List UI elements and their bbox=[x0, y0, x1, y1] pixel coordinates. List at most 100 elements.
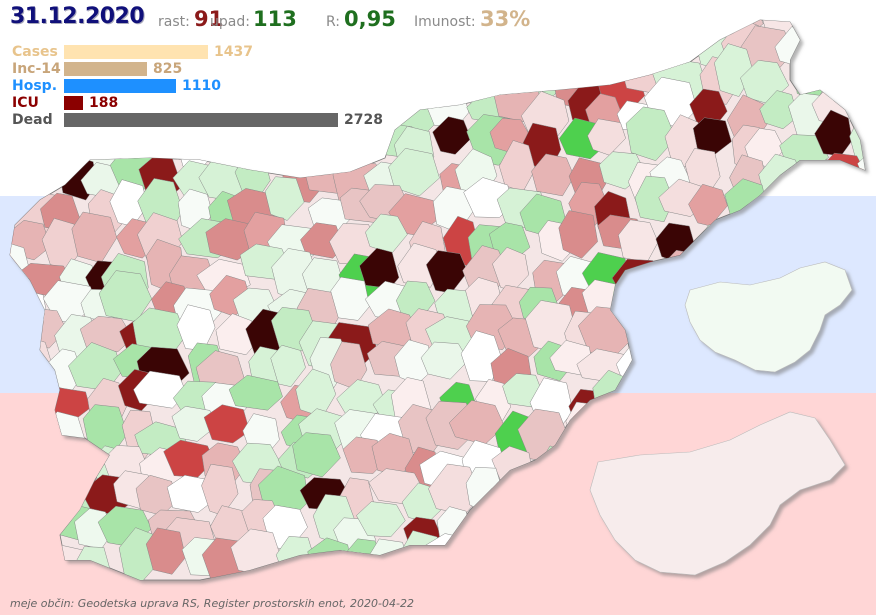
municipality-region bbox=[651, 375, 696, 421]
municipality-region bbox=[839, 346, 865, 386]
municipality-region bbox=[10, 158, 28, 207]
municipality-region bbox=[11, 335, 52, 387]
municipality-region bbox=[10, 413, 24, 447]
municipality-region bbox=[171, 406, 217, 442]
municipality-region bbox=[625, 106, 677, 161]
municipality-region bbox=[688, 406, 741, 441]
municipality-region bbox=[356, 501, 406, 538]
bar-value-icu: 188 bbox=[89, 95, 119, 111]
municipality-region bbox=[792, 20, 837, 42]
municipality-region bbox=[850, 532, 865, 572]
municipality-region bbox=[819, 31, 865, 72]
bar-label-icu: ICU bbox=[12, 95, 39, 111]
municipality-region bbox=[856, 444, 865, 483]
municipality-region bbox=[786, 370, 827, 420]
municipality-region bbox=[551, 438, 599, 476]
inset-map-top bbox=[684, 261, 853, 373]
municipality-region bbox=[330, 276, 370, 321]
municipality-region bbox=[163, 439, 215, 478]
municipality-region bbox=[237, 59, 286, 108]
bar-value-inc14: 825 bbox=[153, 61, 183, 77]
municipality-region bbox=[468, 538, 516, 580]
municipality-region bbox=[774, 507, 818, 545]
municipality-region bbox=[853, 28, 865, 78]
municipality-region bbox=[359, 59, 405, 97]
imunost-value: 33% bbox=[480, 7, 531, 31]
municipality-region bbox=[18, 499, 58, 549]
upad-value: 113 bbox=[253, 7, 297, 31]
municipality-region bbox=[270, 344, 306, 387]
municipality-region bbox=[775, 188, 820, 236]
bar-value-hosp: 1110 bbox=[182, 78, 221, 94]
municipality-region bbox=[15, 444, 57, 486]
source-credit: meje občin: Geodetska uprava RS, Registe… bbox=[10, 597, 414, 610]
municipality-region bbox=[791, 161, 831, 205]
municipality-region bbox=[460, 511, 499, 554]
municipality-region bbox=[372, 30, 417, 76]
bar-label-hosp: Hosp. bbox=[12, 78, 58, 94]
municipality-region bbox=[759, 208, 803, 253]
municipality-region bbox=[704, 219, 758, 267]
municipality-region bbox=[683, 241, 727, 288]
municipality-region bbox=[463, 177, 512, 218]
municipality-region bbox=[393, 58, 438, 105]
municipality-region bbox=[249, 24, 291, 69]
municipality-region bbox=[838, 472, 865, 514]
municipality-region bbox=[682, 20, 727, 34]
municipality-region bbox=[817, 212, 861, 254]
municipality-region bbox=[228, 374, 283, 411]
municipality-region bbox=[849, 420, 865, 459]
municipality-region bbox=[705, 375, 757, 424]
municipality-region bbox=[10, 185, 26, 221]
municipality-region bbox=[617, 20, 667, 66]
imunost-label: Imunost: bbox=[414, 14, 476, 30]
municipality-region bbox=[267, 56, 318, 90]
municipality-region bbox=[658, 341, 700, 380]
municipality-region bbox=[203, 404, 250, 444]
municipality-region bbox=[10, 378, 57, 432]
municipality-region bbox=[846, 308, 865, 352]
municipality-region bbox=[24, 468, 64, 506]
municipality-region bbox=[857, 148, 865, 187]
municipality-region bbox=[420, 341, 469, 380]
municipality-region bbox=[151, 121, 191, 161]
municipality-region bbox=[432, 116, 472, 155]
municipality-region bbox=[755, 527, 808, 571]
municipality-region bbox=[649, 20, 699, 45]
municipality-region bbox=[823, 20, 865, 33]
municipality-region bbox=[596, 20, 638, 65]
municipality-region bbox=[849, 215, 865, 261]
municipality-region bbox=[310, 49, 348, 98]
municipality-region bbox=[436, 63, 489, 104]
municipality-region bbox=[335, 35, 386, 75]
municipality-region bbox=[851, 387, 865, 423]
inset-map-bottom bbox=[589, 411, 846, 576]
municipality-region bbox=[48, 443, 95, 497]
municipality-region bbox=[10, 288, 39, 333]
municipality-region bbox=[627, 277, 671, 314]
municipality-region bbox=[296, 127, 348, 175]
municipality-region bbox=[330, 66, 376, 106]
municipality-region bbox=[611, 383, 664, 420]
municipality-region bbox=[26, 146, 67, 189]
municipality-region bbox=[145, 527, 186, 575]
municipality-region bbox=[10, 473, 15, 526]
municipality-region bbox=[625, 404, 671, 455]
municipality-region bbox=[292, 432, 341, 478]
municipality-region bbox=[10, 510, 29, 550]
municipality-region bbox=[486, 485, 535, 520]
municipality-region bbox=[817, 531, 865, 569]
municipality-region bbox=[688, 383, 732, 419]
municipality-region bbox=[597, 398, 646, 452]
municipality-region bbox=[10, 129, 16, 168]
municipality-region bbox=[11, 288, 48, 338]
municipality-region bbox=[558, 20, 612, 64]
rast-label: rast: bbox=[158, 14, 190, 30]
date-label: 31.12.2020 bbox=[10, 4, 145, 29]
municipality-region bbox=[821, 343, 858, 387]
municipality-region bbox=[615, 20, 666, 49]
municipality-region bbox=[558, 210, 598, 259]
municipality-region bbox=[530, 479, 572, 517]
municipality-region bbox=[753, 191, 801, 236]
municipality-region bbox=[782, 226, 839, 264]
